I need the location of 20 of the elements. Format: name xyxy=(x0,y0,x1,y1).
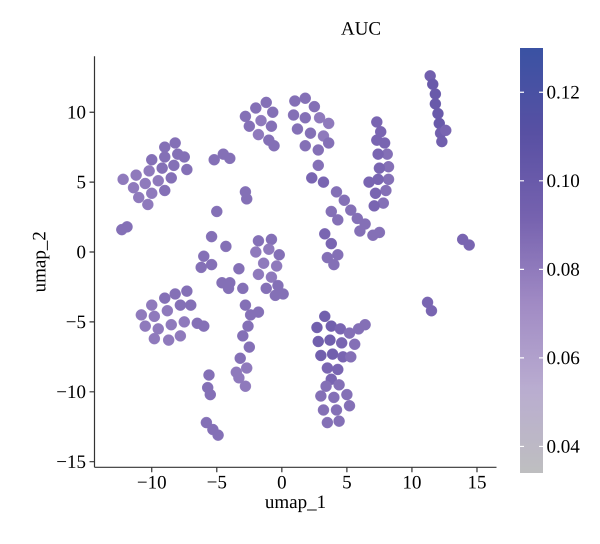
color-bar-label: 0.12 xyxy=(547,86,579,99)
color-bar-label: 0.06 xyxy=(547,351,580,364)
color-bar-label: 0.10 xyxy=(547,174,580,188)
chart-title: AUC xyxy=(341,22,380,35)
x-tick-label: 5 xyxy=(343,476,351,488)
x-tick-label: 10 xyxy=(404,476,421,489)
y-tick-label: 0 xyxy=(77,246,86,258)
x-axis-title: umap_1 xyxy=(265,495,325,512)
y-tick-label: 10 xyxy=(68,106,86,119)
x-tick-label: −10 xyxy=(138,476,166,489)
y-axis-title: umap_2 xyxy=(32,232,50,292)
y-tick-label: −10 xyxy=(57,385,86,398)
x-tick-label: −5 xyxy=(208,476,226,488)
y-tick-label: −15 xyxy=(57,455,86,468)
y-tick-label: −5 xyxy=(66,316,86,328)
x-tick-label: 15 xyxy=(469,476,486,489)
y-tick-label: 5 xyxy=(78,176,86,188)
color-bar-label: 0.04 xyxy=(547,440,580,453)
color-bar-label: 0.08 xyxy=(547,262,580,276)
x-tick-label: 0 xyxy=(278,476,286,489)
